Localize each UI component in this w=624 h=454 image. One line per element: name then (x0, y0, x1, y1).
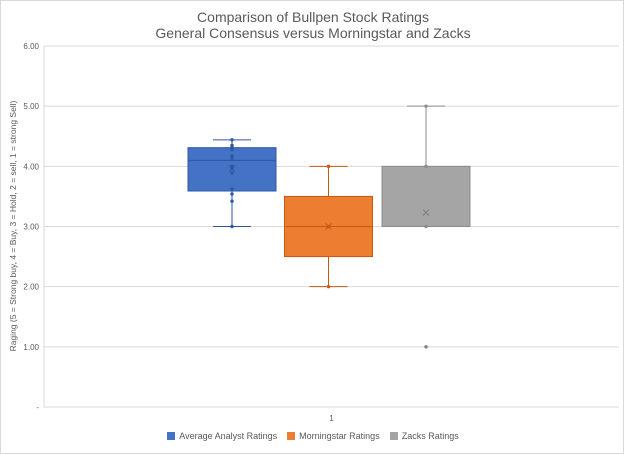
data-point (326, 224, 331, 229)
legend-swatch (389, 432, 398, 440)
legend-label: Morningstar Ratings (299, 431, 380, 441)
data-point (230, 199, 234, 203)
mean-marker (422, 209, 430, 217)
chart-title: Comparison of Bullpen Stock Ratings (197, 9, 429, 25)
legend-item-morningstar: Morningstar Ratings (287, 431, 380, 441)
y-tick-label: 5.00 (23, 102, 39, 111)
y-tick-label: 1.00 (23, 343, 39, 352)
box (381, 165, 471, 227)
y-tick-label: - (36, 403, 39, 412)
y-tick-label: 3.00 (23, 223, 39, 232)
data-point (230, 187, 234, 191)
data-point (230, 171, 234, 175)
data-point (326, 164, 331, 169)
y-tick-label: 4.00 (23, 162, 39, 171)
legend-item-average: Average Analyst Ratings (167, 431, 277, 441)
legend: Average Analyst Ratings Morningstar Rati… (1, 431, 623, 441)
data-point (230, 156, 234, 161)
y-tick-label: 6.00 (23, 42, 39, 51)
data-point (230, 192, 234, 196)
chart-subtitle: General Consensus versus Morningstar and… (155, 25, 471, 41)
data-point (230, 144, 234, 149)
data-point (424, 224, 428, 229)
data-point (424, 104, 428, 108)
legend-label: Average Analyst Ratings (179, 431, 278, 441)
data-point (230, 154, 234, 158)
legend-swatch (167, 432, 176, 440)
outlier-point (424, 345, 428, 349)
data-point (326, 284, 331, 289)
legend-item-zacks: Zacks Ratings (389, 431, 459, 441)
legend-swatch (287, 432, 296, 440)
data-point (230, 166, 234, 170)
x-tick-label: 1 (329, 414, 334, 423)
data-point (424, 164, 428, 169)
data-point (230, 224, 234, 229)
legend-label: Zacks Ratings (401, 431, 459, 441)
y-tick-label: 2.00 (23, 283, 39, 292)
data-point (230, 138, 234, 142)
data-point (230, 147, 234, 152)
